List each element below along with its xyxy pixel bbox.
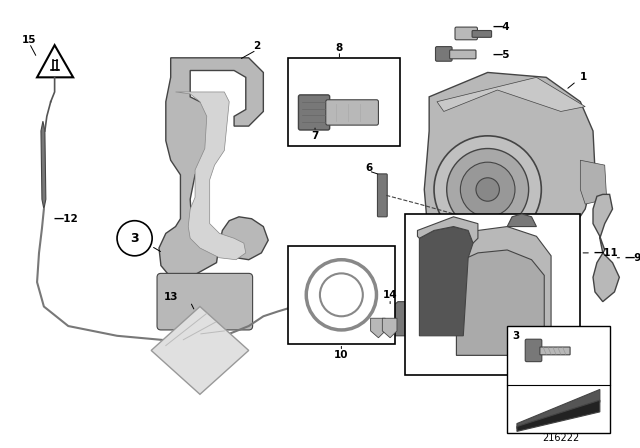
Polygon shape [382, 318, 397, 338]
Text: —4: —4 [493, 22, 510, 32]
Polygon shape [456, 227, 551, 355]
Text: 15: 15 [22, 35, 36, 45]
FancyBboxPatch shape [540, 347, 570, 355]
Bar [404, 214, 580, 375]
Polygon shape [41, 121, 46, 209]
Circle shape [434, 136, 541, 243]
FancyBboxPatch shape [472, 30, 492, 37]
Polygon shape [417, 217, 478, 243]
Bar [507, 326, 609, 433]
Polygon shape [456, 250, 544, 355]
FancyBboxPatch shape [525, 339, 542, 362]
Text: 216222: 216222 [542, 433, 579, 443]
Polygon shape [371, 318, 385, 338]
Polygon shape [424, 73, 595, 276]
Bar [288, 246, 395, 344]
Polygon shape [434, 256, 522, 297]
Polygon shape [437, 78, 585, 112]
FancyBboxPatch shape [378, 174, 387, 217]
Bar [288, 58, 400, 146]
Polygon shape [507, 214, 536, 227]
Text: —11: —11 [593, 248, 618, 258]
FancyBboxPatch shape [450, 50, 476, 59]
Text: 10: 10 [334, 350, 349, 360]
Circle shape [460, 162, 515, 217]
Text: 14: 14 [383, 290, 397, 300]
Polygon shape [517, 389, 600, 428]
Text: —9: —9 [624, 253, 640, 263]
Text: 3: 3 [512, 331, 519, 341]
Text: —12: —12 [54, 214, 78, 224]
Polygon shape [175, 92, 246, 260]
FancyBboxPatch shape [326, 100, 378, 125]
Text: 2: 2 [253, 41, 260, 51]
Polygon shape [593, 194, 620, 302]
Polygon shape [365, 302, 415, 336]
Polygon shape [517, 400, 600, 431]
FancyBboxPatch shape [157, 273, 253, 330]
Polygon shape [419, 227, 473, 336]
FancyBboxPatch shape [455, 27, 477, 40]
Text: 7: 7 [311, 131, 319, 141]
Polygon shape [37, 45, 73, 78]
Circle shape [368, 326, 378, 336]
Text: 8: 8 [336, 43, 343, 53]
FancyBboxPatch shape [435, 47, 452, 61]
FancyBboxPatch shape [298, 95, 330, 130]
Circle shape [476, 178, 499, 201]
Circle shape [447, 149, 529, 230]
Circle shape [117, 221, 152, 256]
Polygon shape [151, 306, 249, 394]
Polygon shape [580, 160, 607, 204]
Text: —5: —5 [493, 50, 510, 60]
Text: 13: 13 [163, 292, 178, 302]
Text: 3: 3 [131, 232, 139, 245]
Text: 1: 1 [580, 72, 587, 82]
Polygon shape [159, 58, 268, 277]
Text: 6: 6 [365, 163, 372, 173]
Text: 𝌀: 𝌀 [51, 63, 59, 73]
